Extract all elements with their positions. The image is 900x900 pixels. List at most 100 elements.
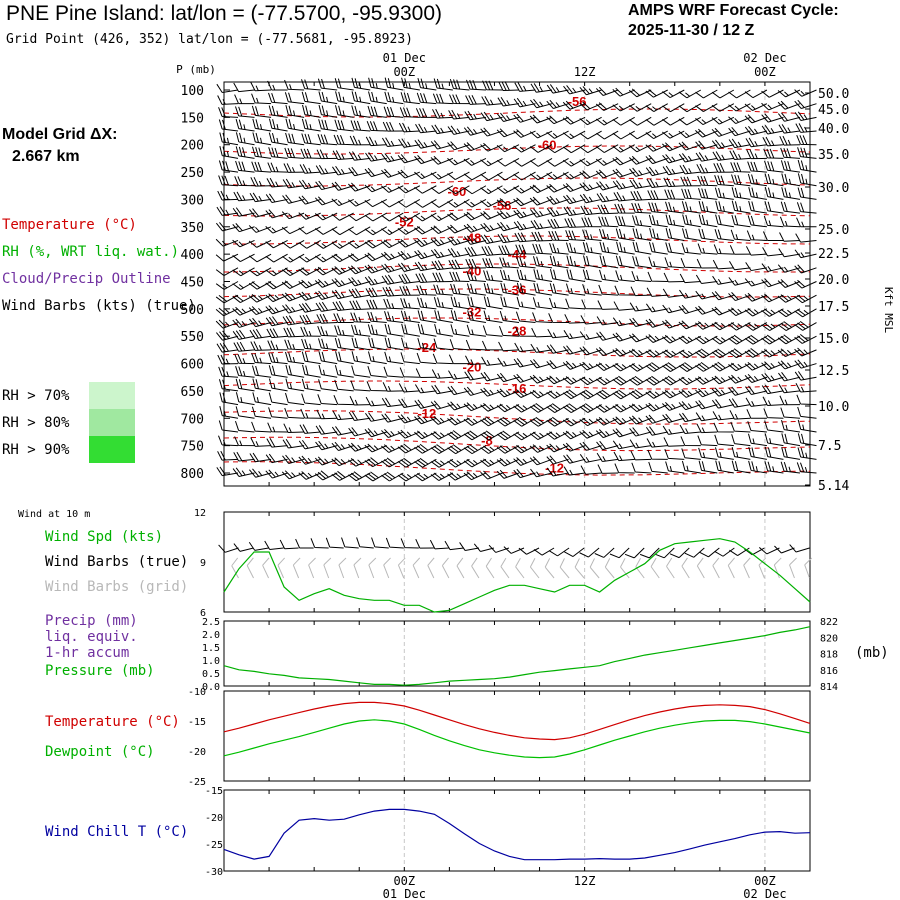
wind-barb-stroke [549, 255, 569, 269]
upper-wind-barb [232, 281, 255, 290]
upper-wind-barb [364, 240, 388, 249]
temperature-frame [223, 690, 811, 782]
wind-barb-stroke [632, 228, 652, 241]
wind-barb-stroke [781, 420, 801, 433]
wind-barb-true [341, 537, 359, 549]
upper-wind-barb [265, 267, 288, 277]
upper-wind-barb [398, 383, 420, 393]
upper-wind-barb [401, 77, 420, 91]
wind-barb-stroke [364, 276, 387, 286]
wind-barb-stroke [616, 241, 635, 255]
upper-wind-barb [662, 375, 685, 386]
wind-barb-stroke [298, 195, 321, 205]
height-tick-label: 15.0 [818, 332, 849, 347]
rh-scale-label-90: RH > 90% [2, 442, 70, 458]
wind-barb-stroke [498, 341, 520, 352]
wind-barb-stroke [531, 231, 553, 242]
wind-barb-stroke [513, 457, 536, 466]
upper-wind-barb [665, 214, 685, 228]
wind-barb-stroke [281, 226, 305, 235]
wind-barb-stroke [595, 429, 619, 439]
wind-barb-stroke [301, 133, 321, 146]
upper-wind-barb [381, 428, 404, 438]
upper-wind-barb [614, 463, 635, 474]
wind-barb-stroke [789, 544, 810, 553]
upper-wind-barb [496, 128, 520, 138]
upper-wind-barb [713, 244, 734, 255]
wind-barb-grid [246, 557, 254, 579]
upper-wind-barb [447, 248, 470, 258]
wind-barb-stroke [762, 396, 784, 407]
wind-barb-stroke [480, 157, 503, 167]
upper-wind-barb [629, 103, 652, 112]
wind-barb-stroke [500, 282, 520, 296]
wind-barb-stroke [300, 326, 321, 337]
upper-wind-barb [232, 253, 255, 262]
upper-wind-barb [483, 270, 503, 282]
upper-wind-barb [794, 371, 817, 381]
rh-scale-label-70: RH > 70% [2, 388, 70, 404]
wind-barb-stroke [562, 430, 586, 440]
upper-wind-barb [347, 198, 371, 207]
upper-wind-barb [794, 89, 817, 97]
legend-precip-accum: 1-hr accum [45, 645, 130, 661]
wind-barb-stroke [265, 209, 288, 219]
upper-wind-barb [382, 382, 404, 392]
upper-wind-barb [513, 97, 536, 108]
upper-wind-barb [315, 180, 338, 191]
wind-barb-stroke [546, 207, 569, 217]
upper-wind-barb [218, 107, 239, 118]
wind-barb-stroke [678, 349, 702, 359]
upper-wind-barb [514, 232, 536, 243]
upper-wind-barb [332, 165, 354, 176]
wind-barb-stroke [797, 433, 817, 447]
upper-wind-barb [745, 385, 768, 395]
wind-barb-stroke [349, 300, 371, 311]
upper-wind-barb [447, 430, 470, 441]
height-tick-label: 35.0 [818, 148, 849, 163]
wind-barb-stroke [744, 547, 765, 556]
upper-wind-barb [746, 230, 767, 241]
upper-wind-barb [480, 127, 503, 137]
upper-wind-barb [496, 185, 520, 194]
temperature-contour-label: -12 [417, 406, 436, 421]
wind-barb-stroke [513, 404, 536, 413]
wind-barb-stroke [351, 77, 371, 91]
wind-barb-stroke [265, 280, 288, 290]
upper-wind-barb [252, 146, 272, 159]
upper-wind-barb [465, 258, 486, 269]
upper-wind-barb [697, 175, 718, 187]
upper-wind-barb [430, 140, 454, 150]
upper-wind-barb [679, 164, 701, 175]
wind-barb-stroke [364, 428, 387, 438]
upper-wind-barb [615, 228, 635, 241]
wind-barb-stroke [218, 420, 239, 433]
legend-wind-barbs-grid: Wind Barbs (grid) [45, 579, 189, 595]
wind-barb-stroke [463, 417, 487, 426]
upper-wind-barb [794, 249, 817, 259]
upper-wind-barb [430, 416, 454, 425]
upper-wind-barb [430, 458, 454, 468]
wind-barb-stroke [497, 96, 520, 107]
upper-wind-barb [249, 452, 272, 463]
wind-barb-stroke [251, 105, 272, 118]
wind-barb-grid [383, 557, 391, 579]
wind-barb-stroke [695, 290, 718, 300]
wind-barb-stroke [434, 323, 453, 337]
wind-barb-stroke [562, 116, 586, 125]
wind-barb-stroke [631, 270, 652, 282]
upper-wind-barb [465, 95, 486, 105]
wind-barb-stroke [580, 315, 602, 325]
upper-wind-barb [298, 302, 321, 313]
upper-wind-barb [496, 210, 520, 220]
upper-wind-barb [629, 317, 652, 328]
wind-barb-stroke [463, 211, 487, 221]
wind-barb-grid [620, 558, 630, 579]
wind-barb-stroke [464, 370, 487, 381]
wind-barb-stroke [549, 269, 569, 282]
wind-barb-stroke [488, 544, 510, 553]
wind-barb-stroke [384, 337, 404, 351]
upper-wind-barb [698, 228, 718, 241]
upper-wind-barb [513, 358, 536, 368]
